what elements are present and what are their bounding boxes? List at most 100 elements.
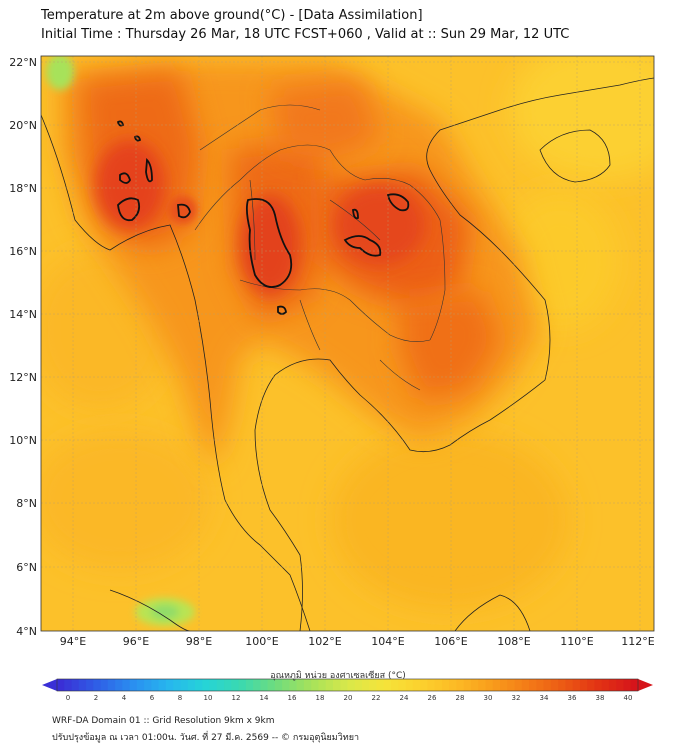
colorbar-segment [565, 679, 574, 691]
lon-label: 102°E [308, 635, 341, 648]
colorbar-segment [601, 679, 610, 691]
colorbar-tick-label: 32 [512, 694, 521, 700]
colorbar-segment [536, 679, 545, 691]
lat-label: 14°N [9, 308, 37, 321]
lon-label: 110°E [560, 635, 593, 648]
colorbar-segment [296, 679, 305, 691]
colorbar-segment [456, 679, 465, 691]
colorbar-segment [500, 679, 508, 691]
colorbar-segment [507, 679, 516, 691]
colorbar-tick-label: 40 [624, 694, 633, 700]
temperature-field [41, 56, 654, 631]
colorbar-segment [332, 679, 341, 691]
colorbar-tick-label: 8 [178, 694, 182, 700]
colorbar-segment [521, 679, 530, 691]
lat-label: 6°N [16, 561, 37, 574]
colorbar-segment [558, 679, 566, 691]
colorbar-segment [282, 679, 290, 691]
colorbar-segment [376, 679, 385, 691]
lat-label: 4°N [16, 625, 37, 638]
colorbar-segment [216, 679, 225, 691]
colorbar-segment [354, 679, 363, 691]
colorbar-tick-label: 14 [260, 694, 269, 700]
colorbar-segment [427, 679, 436, 691]
lon-label: 106°E [434, 635, 467, 648]
footer-domain-info: WRF-DA Domain 01 :: Grid Resolution 9km … [52, 716, 275, 726]
colorbar-segment [158, 679, 167, 691]
lon-label: 96°E [123, 635, 149, 648]
colorbar-segment [550, 679, 559, 691]
colorbar-segment [594, 679, 603, 691]
colorbar-segment [180, 679, 189, 691]
lon-label: 100°E [245, 635, 278, 648]
colorbar-segment [144, 679, 153, 691]
colorbar-segment [478, 679, 487, 691]
lat-label: 16°N [9, 245, 37, 258]
colorbar-segment [224, 679, 232, 691]
lat-label: 18°N [9, 182, 37, 195]
colorbar-tick-label: 38 [596, 694, 605, 700]
colorbar-segment [64, 679, 73, 691]
colorbar-segment [71, 679, 80, 691]
latitude-labels: 22°N 20°N 18°N 16°N 14°N 12°N 10°N 8°N 6… [9, 56, 37, 638]
lat-label: 20°N [9, 119, 37, 132]
colorbar-tick-label: 0 [66, 694, 70, 700]
colorbar-segment [412, 679, 421, 691]
lon-label: 108°E [497, 635, 530, 648]
colorbar-tick-label: 2 [94, 694, 98, 700]
colorbar-tick-label: 26 [428, 694, 437, 700]
colorbar-segment [398, 679, 407, 691]
colorbar-segment [86, 679, 94, 691]
map-subtitle: Initial Time : Thursday 26 Mar, 18 UTC F… [41, 27, 570, 42]
colorbar-segment [543, 679, 552, 691]
colorbar-segment [107, 679, 116, 691]
colorbar-segment [347, 679, 356, 691]
temperature-map: 22°N 20°N 18°N 16°N 14°N 12°N 10°N 8°N 6… [9, 55, 655, 700]
colorbar-segment [616, 679, 625, 691]
colorbar-segment [579, 679, 588, 691]
colorbar-segment [623, 679, 632, 691]
colorbar-min-arrow [42, 679, 57, 691]
colorbar-segment [311, 679, 320, 691]
colorbar-segment [238, 679, 247, 691]
colorbar-segment [463, 679, 472, 691]
colorbar-tick-label: 18 [316, 694, 325, 700]
colorbar-segment [122, 679, 131, 691]
colorbar-segment [470, 679, 479, 691]
colorbar-segment [165, 679, 174, 691]
lon-label: 112°E [621, 635, 654, 648]
colorbar: 0 2 4 6 8 10 12 14 16 18 20 22 24 26 28 30 32 34 36 38 40 [42, 678, 653, 700]
colorbar-tick-label: 22 [372, 694, 381, 700]
colorbar-ticks: 0 2 4 6 8 10 12 14 16 18 20 22 24 26 28 30 32 34 36 38 40 [66, 694, 633, 700]
footer-update-info: ปรับปรุงข้อมูล ณ เวลา 01:00น. วันศ. ที่ … [52, 733, 360, 743]
colorbar-segment [202, 679, 211, 691]
colorbar-segment [318, 679, 327, 691]
lon-label: 94°E [60, 635, 86, 648]
colorbar-segment [449, 679, 458, 691]
colorbar-tick-label: 10 [204, 694, 213, 700]
lat-label: 12°N [9, 371, 37, 384]
colorbar-tick-label: 4 [122, 694, 127, 700]
colorbar-segment [362, 679, 370, 691]
colorbar-segment [245, 679, 254, 691]
colorbar-segment [405, 679, 414, 691]
lat-label: 22°N [9, 56, 37, 69]
colorbar-segment [383, 679, 392, 691]
colorbar-segment [151, 679, 160, 691]
colorbar-segment [260, 679, 269, 691]
longitude-labels: 94°E 96°E 98°E 100°E 102°E 104°E 106°E 1… [60, 635, 655, 648]
colorbar-segment [93, 679, 102, 691]
colorbar-tick-label: 16 [288, 694, 297, 700]
colorbar-tick-label: 36 [568, 694, 577, 700]
colorbar-label: อุณหภูมิ หน่วย องศาเซลเซียส (°C) [270, 671, 406, 681]
colorbar-segment [267, 679, 276, 691]
colorbar-max-arrow [638, 679, 653, 691]
colorbar-segment [57, 679, 65, 691]
colorbar-segment [630, 679, 639, 691]
colorbar-segment [289, 679, 298, 691]
colorbar-segment [100, 679, 109, 691]
colorbar-segments [57, 679, 639, 691]
colorbar-tick-label: 24 [400, 694, 409, 700]
map-frame [40, 55, 655, 632]
colorbar-segment [587, 679, 596, 691]
